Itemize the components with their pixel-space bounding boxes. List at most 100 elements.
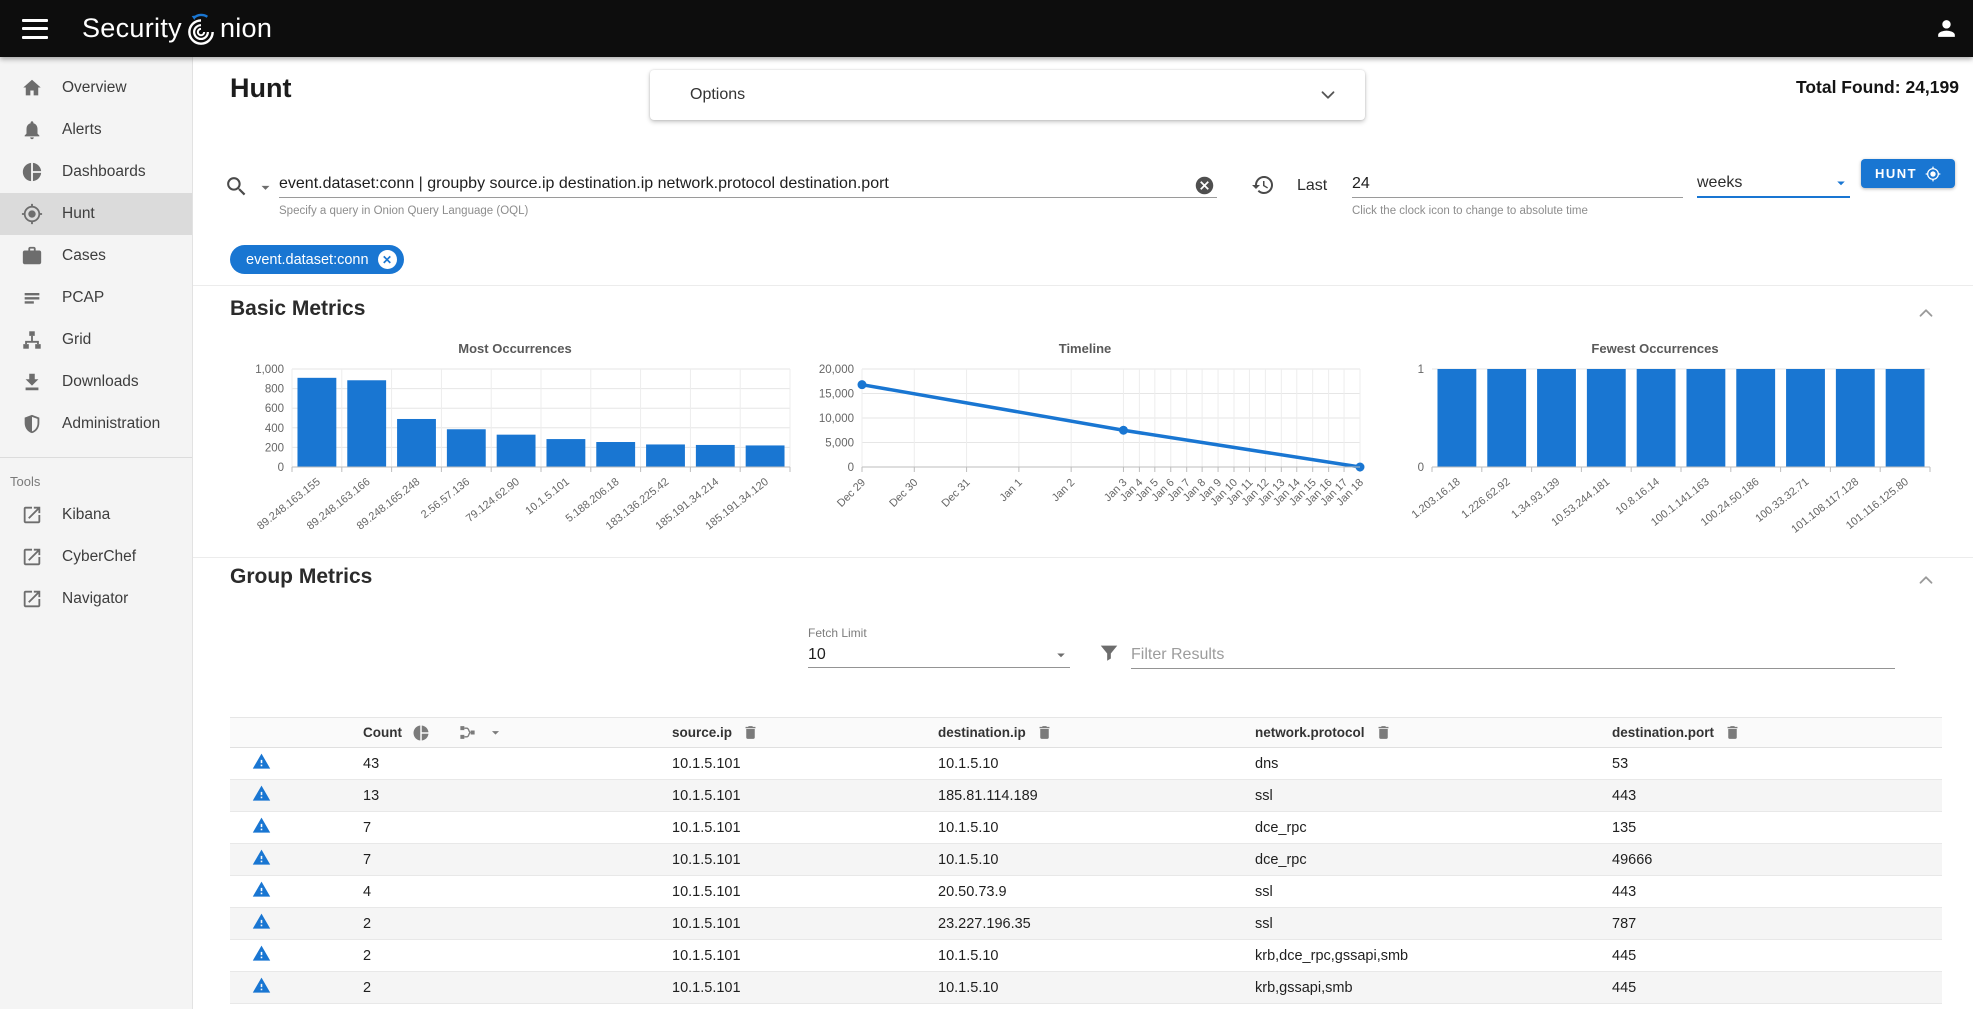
alert-triangle-icon[interactable] [252, 976, 271, 995]
cell-source-ip[interactable]: 10.1.5.101 [672, 787, 741, 804]
alert-triangle-icon[interactable] [252, 944, 271, 963]
sidebar-item-administration[interactable]: Administration [0, 403, 192, 445]
sidebar-item-downloads[interactable]: Downloads [0, 361, 192, 403]
clear-query-icon[interactable] [1194, 175, 1215, 196]
menu-icon[interactable] [22, 18, 48, 39]
remove-column-icon[interactable] [742, 724, 759, 741]
cell-network-protocol[interactable]: ssl [1255, 787, 1273, 804]
alert-triangle-icon[interactable] [252, 912, 271, 931]
cell-destination-port[interactable]: 443 [1612, 883, 1637, 900]
table-row: 4 10.1.5.101 20.50.73.9 ssl 443 [230, 876, 1942, 908]
cell-network-protocol[interactable]: ssl [1255, 883, 1273, 900]
sidebar-item-kibana[interactable]: Kibana [0, 494, 192, 536]
pie-chart-icon[interactable] [412, 724, 430, 742]
remove-filter-icon[interactable]: ✕ [377, 250, 397, 269]
cell-count[interactable]: 4 [363, 883, 372, 900]
sidebar-item-dashboards[interactable]: Dashboards [0, 151, 192, 193]
tools-section-label: Tools [10, 473, 41, 489]
cell-count[interactable]: 7 [363, 851, 372, 868]
sidebar-item-label: Cases [62, 247, 106, 264]
cell-destination-port[interactable]: 443 [1612, 787, 1637, 804]
chart-most-occurrences[interactable]: Most Occurrences 1,000 800 600 400 200 0 89.24… [230, 341, 800, 546]
cell-count[interactable]: 2 [363, 947, 372, 964]
options-dropdown[interactable]: Options [650, 70, 1365, 120]
cell-source-ip[interactable]: 10.1.5.101 [672, 979, 741, 996]
svg-text:1: 1 [1418, 364, 1424, 376]
cell-count[interactable]: 13 [363, 787, 380, 804]
sidebar-item-label: Downloads [62, 373, 139, 390]
sidebar-item-label: Dashboards [62, 163, 146, 180]
external-icon [23, 590, 41, 608]
cell-source-ip[interactable]: 10.1.5.101 [672, 819, 741, 836]
time-range-label: Last [1297, 177, 1328, 194]
remove-column-icon[interactable] [1724, 724, 1741, 741]
alert-triangle-icon[interactable] [252, 880, 271, 899]
svg-text:0: 0 [278, 462, 284, 474]
collapse-basic-metrics-icon[interactable] [1915, 302, 1937, 324]
query-input[interactable] [279, 170, 1217, 198]
cell-source-ip[interactable]: 10.1.5.101 [672, 915, 741, 932]
cell-destination-port[interactable]: 445 [1612, 947, 1637, 964]
sidebar-item-hunt[interactable]: Hunt [0, 193, 192, 235]
alert-triangle-icon[interactable] [252, 752, 271, 771]
sidebar-item-grid[interactable]: Grid [0, 319, 192, 361]
query-history-caret-icon[interactable] [256, 178, 275, 197]
filter-chip[interactable]: event.dataset:conn ✕ [230, 245, 404, 274]
crosshair-icon [21, 203, 43, 225]
cell-destination-ip[interactable]: 10.1.5.10 [938, 755, 999, 772]
sidebar-item-pcap[interactable]: PCAP [0, 277, 192, 319]
cell-destination-port[interactable]: 49666 [1612, 851, 1653, 868]
hunt-button[interactable]: HUNT [1861, 159, 1955, 188]
user-account-icon[interactable] [1934, 16, 1959, 41]
time-unit-select[interactable]: weeks [1697, 170, 1850, 198]
remove-column-icon[interactable] [1036, 724, 1053, 741]
cell-destination-ip[interactable]: 10.1.5.10 [938, 819, 999, 836]
cell-count[interactable]: 7 [363, 819, 372, 836]
remove-column-icon[interactable] [1375, 724, 1392, 741]
cell-network-protocol[interactable]: krb,gssapi,smb [1255, 979, 1353, 996]
cell-source-ip[interactable]: 10.1.5.101 [672, 883, 741, 900]
sankey-diagram-icon[interactable] [458, 723, 477, 742]
cell-count[interactable]: 43 [363, 755, 380, 772]
cell-destination-ip[interactable]: 10.1.5.10 [938, 851, 999, 868]
cell-destination-port[interactable]: 445 [1612, 979, 1637, 996]
search-icon[interactable] [224, 174, 249, 199]
cell-network-protocol[interactable]: dce_rpc [1255, 851, 1307, 868]
cell-source-ip[interactable]: 10.1.5.101 [672, 851, 741, 868]
sidebar-item-cyberchef[interactable]: CyberChef [0, 536, 192, 578]
cell-network-protocol[interactable]: dce_rpc [1255, 819, 1307, 836]
svg-text:15,000: 15,000 [819, 389, 854, 401]
alert-triangle-icon[interactable] [252, 848, 271, 867]
cell-source-ip[interactable]: 10.1.5.101 [672, 947, 741, 964]
cell-destination-ip[interactable]: 23.227.196.35 [938, 915, 1031, 932]
sidebar-item-navigator[interactable]: Navigator [0, 578, 192, 620]
alert-triangle-icon[interactable] [252, 784, 271, 803]
cell-destination-port[interactable]: 53 [1612, 755, 1629, 772]
sidebar: Overview Alerts Dashboards Hunt Cases PCAP Gri… [0, 57, 193, 1009]
chart-fewest-occurrences[interactable]: Fewest Occurrences 1 0 1.203.16.18 1.226.62… [1370, 341, 1940, 546]
cell-network-protocol[interactable]: dns [1255, 755, 1279, 772]
sidebar-item-alerts[interactable]: Alerts [0, 109, 192, 151]
sidebar-divider [0, 457, 192, 458]
cell-destination-ip[interactable]: 185.81.114.189 [938, 787, 1038, 804]
alert-triangle-icon[interactable] [252, 816, 271, 835]
sidebar-item-overview[interactable]: Overview [0, 67, 192, 109]
clock-history-icon[interactable] [1251, 173, 1275, 197]
cell-destination-port[interactable]: 787 [1612, 915, 1637, 932]
cell-network-protocol[interactable]: krb,dce_rpc,gssapi,smb [1255, 947, 1409, 964]
cell-source-ip[interactable]: 10.1.5.101 [672, 755, 741, 772]
cell-destination-port[interactable]: 135 [1612, 819, 1637, 836]
cell-destination-ip[interactable]: 10.1.5.10 [938, 947, 999, 964]
collapse-group-metrics-icon[interactable] [1915, 569, 1937, 591]
chart-timeline[interactable]: Timeline 20,000 15,000 10,000 5,000 0 Dec 29 D… [800, 341, 1370, 546]
cell-network-protocol[interactable]: ssl [1255, 915, 1273, 932]
cell-count[interactable]: 2 [363, 915, 372, 932]
time-value-input[interactable] [1352, 170, 1683, 198]
sidebar-item-cases[interactable]: Cases [0, 235, 192, 277]
cell-count[interactable]: 2 [363, 979, 372, 996]
cell-destination-ip[interactable]: 10.1.5.10 [938, 979, 999, 996]
filter-results-input[interactable] [1131, 641, 1895, 669]
dropdown-caret-icon[interactable] [487, 724, 504, 741]
cell-destination-ip[interactable]: 20.50.73.9 [938, 883, 1007, 900]
fetch-limit-select[interactable]: 10 [808, 642, 1070, 668]
